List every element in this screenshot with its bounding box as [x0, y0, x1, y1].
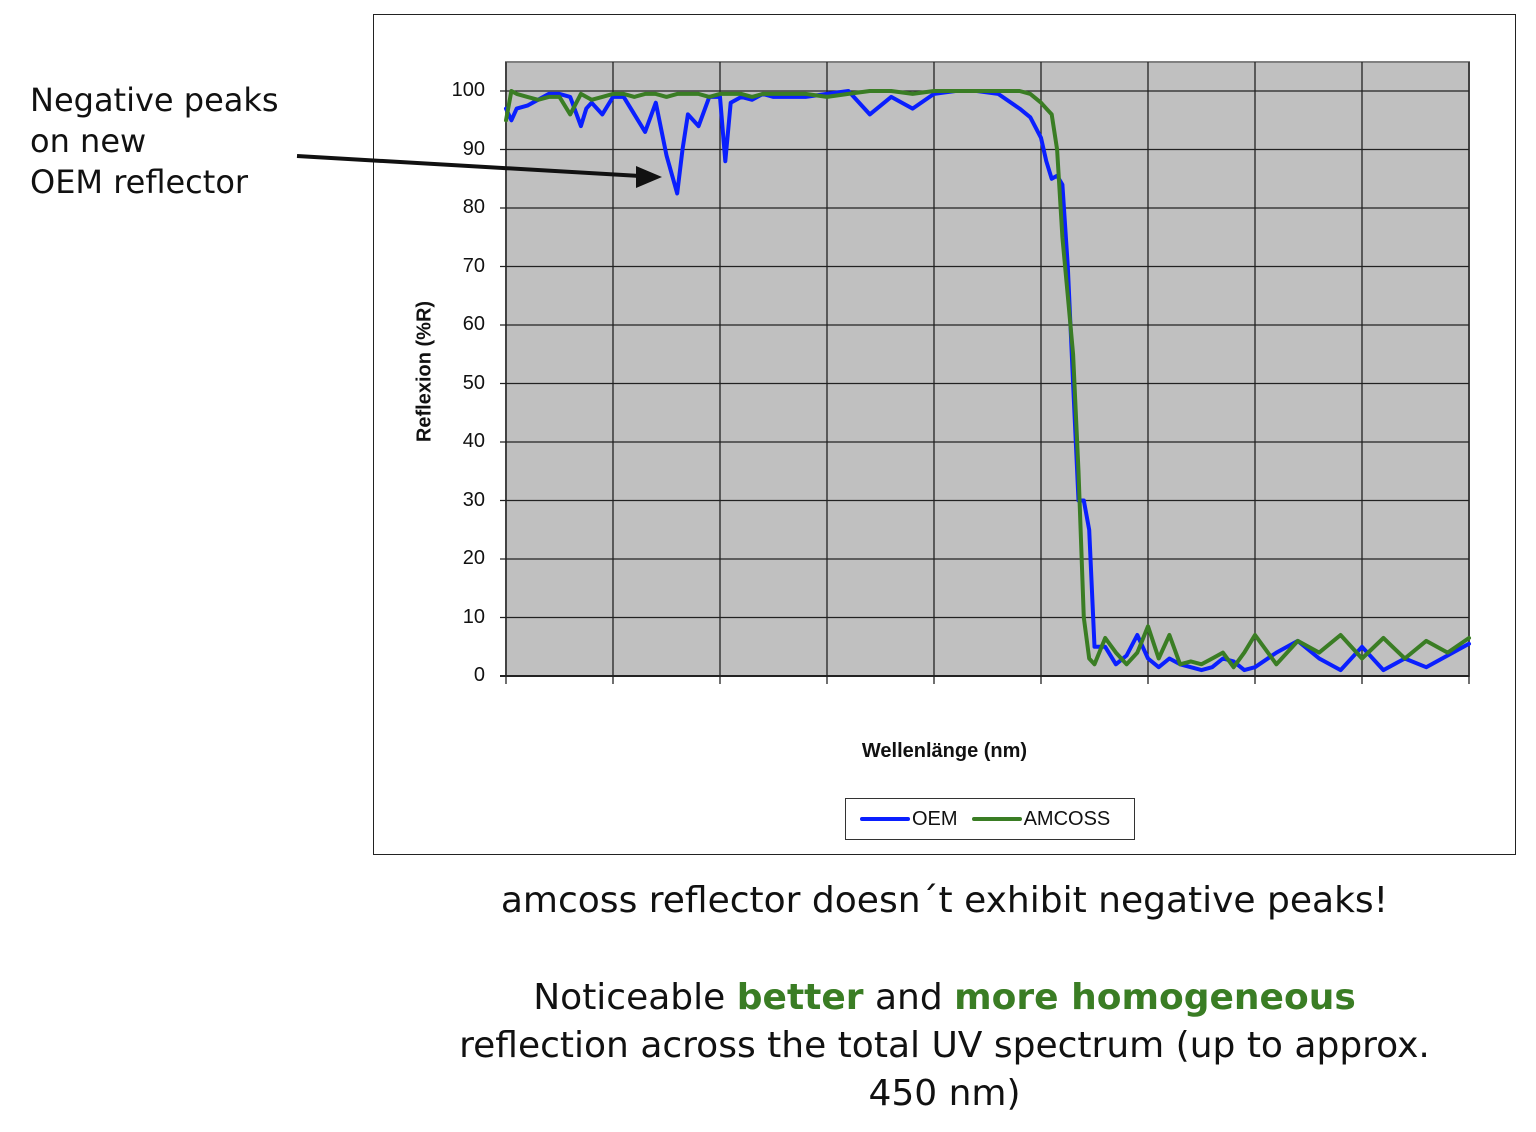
plot-area	[505, 61, 1470, 677]
caption-better-reflection: Noticeable better and more homogeneous r…	[373, 974, 1516, 1118]
y-tick-label: 80	[462, 196, 485, 218]
chart-legend: OEM AMCOSS	[845, 798, 1135, 840]
caption-text: reflection across the total UV spectrum …	[459, 1025, 1430, 1114]
amcoss-legend-label: AMCOSS	[1023, 807, 1111, 830]
oem-legend-label: OEM	[912, 807, 958, 830]
oem-legend-swatch	[860, 817, 910, 821]
gridlines	[500, 62, 1470, 684]
y-tick-label: 10	[462, 605, 485, 628]
y-tick-label: 90	[462, 137, 485, 160]
y-tick-label: 20	[462, 547, 485, 569]
negative-peaks-annotation: Negative peaks on new OEM reflector	[30, 80, 279, 203]
annotation-line: on new	[30, 122, 147, 160]
annotation-line: Negative peaks	[30, 81, 279, 119]
caption-highlight-homogeneous: more homogeneous	[954, 977, 1356, 1018]
amcoss-series-line	[504, 89, 1471, 670]
y-tick-label: 40	[462, 430, 485, 452]
amcoss-legend-swatch	[971, 817, 1022, 821]
annotation-arrow	[296, 154, 662, 188]
caption-text: and	[863, 977, 955, 1018]
x-axis-label: Wellenlänge (nm)	[861, 740, 1028, 762]
y-tick-label: 70	[462, 254, 485, 277]
caption-highlight-better: better	[736, 977, 864, 1018]
annotation-line: OEM reflector	[30, 163, 249, 201]
y-tick-label: 50	[462, 371, 485, 394]
y-tick-label: 0	[473, 664, 485, 686]
data-series	[504, 89, 1471, 673]
caption-no-negative-peaks: amcoss reflector doesn´t exhibit negativ…	[500, 880, 1389, 921]
caption-text: Noticeable	[533, 977, 737, 1018]
y-axis-label: Reflexion (%R)	[413, 300, 436, 443]
y-tick-label: 30	[462, 488, 485, 511]
y-tick-label: 100	[451, 79, 485, 101]
y-tick-label: 60	[462, 313, 485, 335]
